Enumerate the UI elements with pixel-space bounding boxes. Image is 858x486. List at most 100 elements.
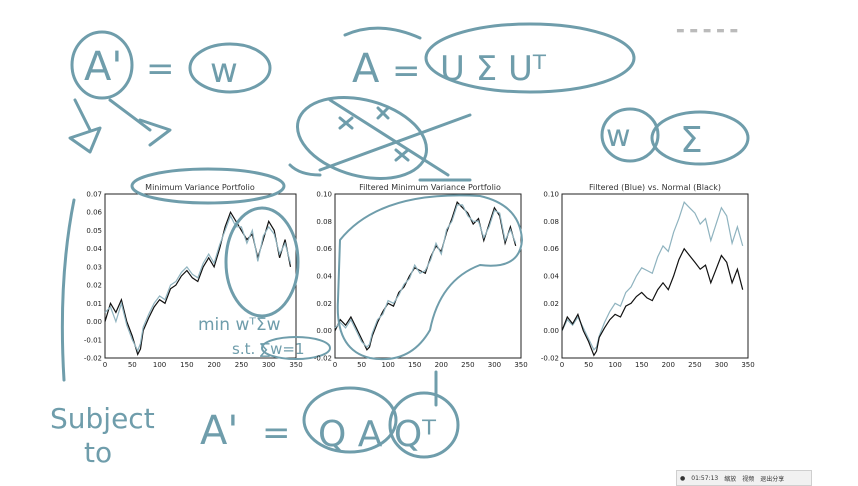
chart3-frame xyxy=(561,193,749,359)
circle-constraint xyxy=(261,336,331,360)
circle-w-small xyxy=(600,107,660,163)
chart1-xtick: 150 xyxy=(180,361,193,369)
stop-share-button[interactable]: 退出分享 xyxy=(760,475,785,483)
note-w-small: w xyxy=(606,119,631,154)
chart3-ytick: 0.06 xyxy=(543,245,559,253)
chart3-ytick: 0.04 xyxy=(543,273,559,281)
chart2-ytick: 0.08 xyxy=(316,218,332,226)
chart1-ytick: 0.06 xyxy=(86,209,102,217)
chart3-xtick: 150 xyxy=(635,361,648,369)
record-icon: ● xyxy=(680,474,686,482)
chart3-series-1 xyxy=(561,247,744,357)
arrow-head-right xyxy=(138,118,172,147)
chart2-xtick: 200 xyxy=(435,361,448,369)
chart3-xtick: 50 xyxy=(584,361,593,369)
chart1-xticks: 0 50 100 150 200 250 300 350 xyxy=(103,361,303,369)
circle-w xyxy=(188,42,272,94)
note-equals-3: = xyxy=(262,413,291,453)
chart2-xtick: 0 xyxy=(333,361,337,369)
chart2-series-0 xyxy=(334,201,517,351)
sketch-axes xyxy=(318,98,472,177)
toolbar-faint: ▬ ▬ ▬ ▬ ▬ xyxy=(676,26,739,36)
circle-q xyxy=(302,386,398,454)
arrow-head-left xyxy=(68,126,102,154)
note-sigma: Σ xyxy=(680,120,703,161)
sketch-ellipse xyxy=(295,96,429,180)
chart1-ytick: 0.04 xyxy=(86,245,102,253)
overline-a xyxy=(343,26,422,40)
zoom-button[interactable]: 缩放 xyxy=(724,475,737,483)
chart2-xtick: 100 xyxy=(381,361,394,369)
note-qaq: Q A Qᵀ xyxy=(318,414,436,455)
chart1-xtick: 300 xyxy=(262,361,275,369)
chart1-title: Minimum Variance Portfolio xyxy=(145,183,255,192)
chart3-ytick: -0.02 xyxy=(541,355,559,363)
chart-filtered-min-variance: Filtered Minimum Variance Portfolio -0.0… xyxy=(314,183,528,369)
chart-filtered-vs-normal: Filtered (Blue) vs. Normal (Black) -0.02… xyxy=(541,183,755,369)
chart3-xtick: 350 xyxy=(741,361,754,369)
chart1-ytick: -0.01 xyxy=(84,336,102,344)
chart1-yticks: -0.02 -0.01 0.00 0.01 0.02 0.03 0.04 0.05 0.06 0.… xyxy=(84,191,103,363)
chart3-title: Filtered (Blue) vs. Normal (Black) xyxy=(589,183,721,192)
chart1-xtick: 0 xyxy=(103,361,107,369)
note-rotation-sketch xyxy=(288,96,472,182)
chart1-ytick: 0.01 xyxy=(86,300,102,308)
note-min-line2: s.t. ∑w=1 xyxy=(232,340,305,358)
chart2-ytick: 0.10 xyxy=(316,191,332,199)
chart3-ytick: 0.00 xyxy=(543,327,559,335)
note-a-prime-equals-w: A' = w xyxy=(68,30,272,154)
circle-chart2-curve xyxy=(336,194,523,361)
circle-usv xyxy=(424,22,636,94)
chart1-ytick: 0.00 xyxy=(86,318,102,326)
chart1-ytick: 0.02 xyxy=(86,282,102,290)
chart2-title: Filtered Minimum Variance Portfolio xyxy=(359,183,501,192)
sketch-marks xyxy=(288,163,472,182)
video-button[interactable]: 视频 xyxy=(742,475,755,483)
circle-chart1-title xyxy=(130,167,286,205)
note-min-variance-objective: min wᵀΣw s.t. ∑w=1 xyxy=(198,315,331,360)
chart2-xtick: 300 xyxy=(488,361,501,369)
chart2-ytick: 0.06 xyxy=(316,245,332,253)
chart3-xticks: 0 50 100 150 200 250 300 350 xyxy=(560,361,755,369)
circle-a-prime xyxy=(70,30,134,100)
chart2-ytick: -0.02 xyxy=(314,355,332,363)
chart3-xtick: 100 xyxy=(608,361,621,369)
note-equals: = xyxy=(146,49,175,89)
note-w: w xyxy=(210,51,238,91)
chart1-xtick: 100 xyxy=(153,361,166,369)
circle-sigma xyxy=(650,110,750,166)
chart1-xtick: 200 xyxy=(207,361,220,369)
note-a-prime-2: A' xyxy=(200,408,238,454)
chart2-xtick: 50 xyxy=(357,361,366,369)
chart1-series xyxy=(104,210,292,357)
note-usv: U Σ Uᵀ xyxy=(440,49,547,89)
chart2-xtick: 350 xyxy=(514,361,527,369)
chart-min-variance: Minimum Variance Portfolio -0.02 -0.01 0.0… xyxy=(84,167,303,369)
chart1-xtick: 350 xyxy=(289,361,302,369)
note-equals-2: = xyxy=(392,51,421,91)
note-min-line1: min wᵀΣw xyxy=(198,315,281,335)
chart1-ytick: -0.02 xyxy=(84,355,102,363)
chart2-xtick: 250 xyxy=(461,361,474,369)
chart2-series xyxy=(334,201,517,351)
chart1-series-1 xyxy=(104,214,292,353)
chart3-xtick: 250 xyxy=(688,361,701,369)
chart3-yticks: -0.02 0.00 0.02 0.04 0.06 0.08 0.10 xyxy=(541,191,560,363)
circle-a-center xyxy=(388,391,460,459)
chart1-xtick: 50 xyxy=(128,361,137,369)
note-subject: Subject xyxy=(50,402,155,435)
circle-chart1-tail xyxy=(224,206,300,318)
chart2-ytick: 0.04 xyxy=(316,273,332,281)
chart1-ytick: 0.03 xyxy=(86,263,102,271)
chart1-ytick: 0.05 xyxy=(86,227,102,235)
meeting-taskbar: ● 01:57:13 缩放 视频 退出分享 xyxy=(676,470,812,486)
chart1-xtick: 250 xyxy=(235,361,248,369)
note-a-prime: A' xyxy=(84,44,122,90)
chart2-xticks: 0 50 100 150 200 250 300 350 xyxy=(333,361,528,369)
chart3-xtick: 200 xyxy=(662,361,675,369)
chart3-xtick: 0 xyxy=(560,361,564,369)
left-bracket xyxy=(60,198,76,382)
chart3-series xyxy=(561,201,744,357)
note-subject-to: Subject to A' = Q A Qᵀ xyxy=(50,370,460,469)
